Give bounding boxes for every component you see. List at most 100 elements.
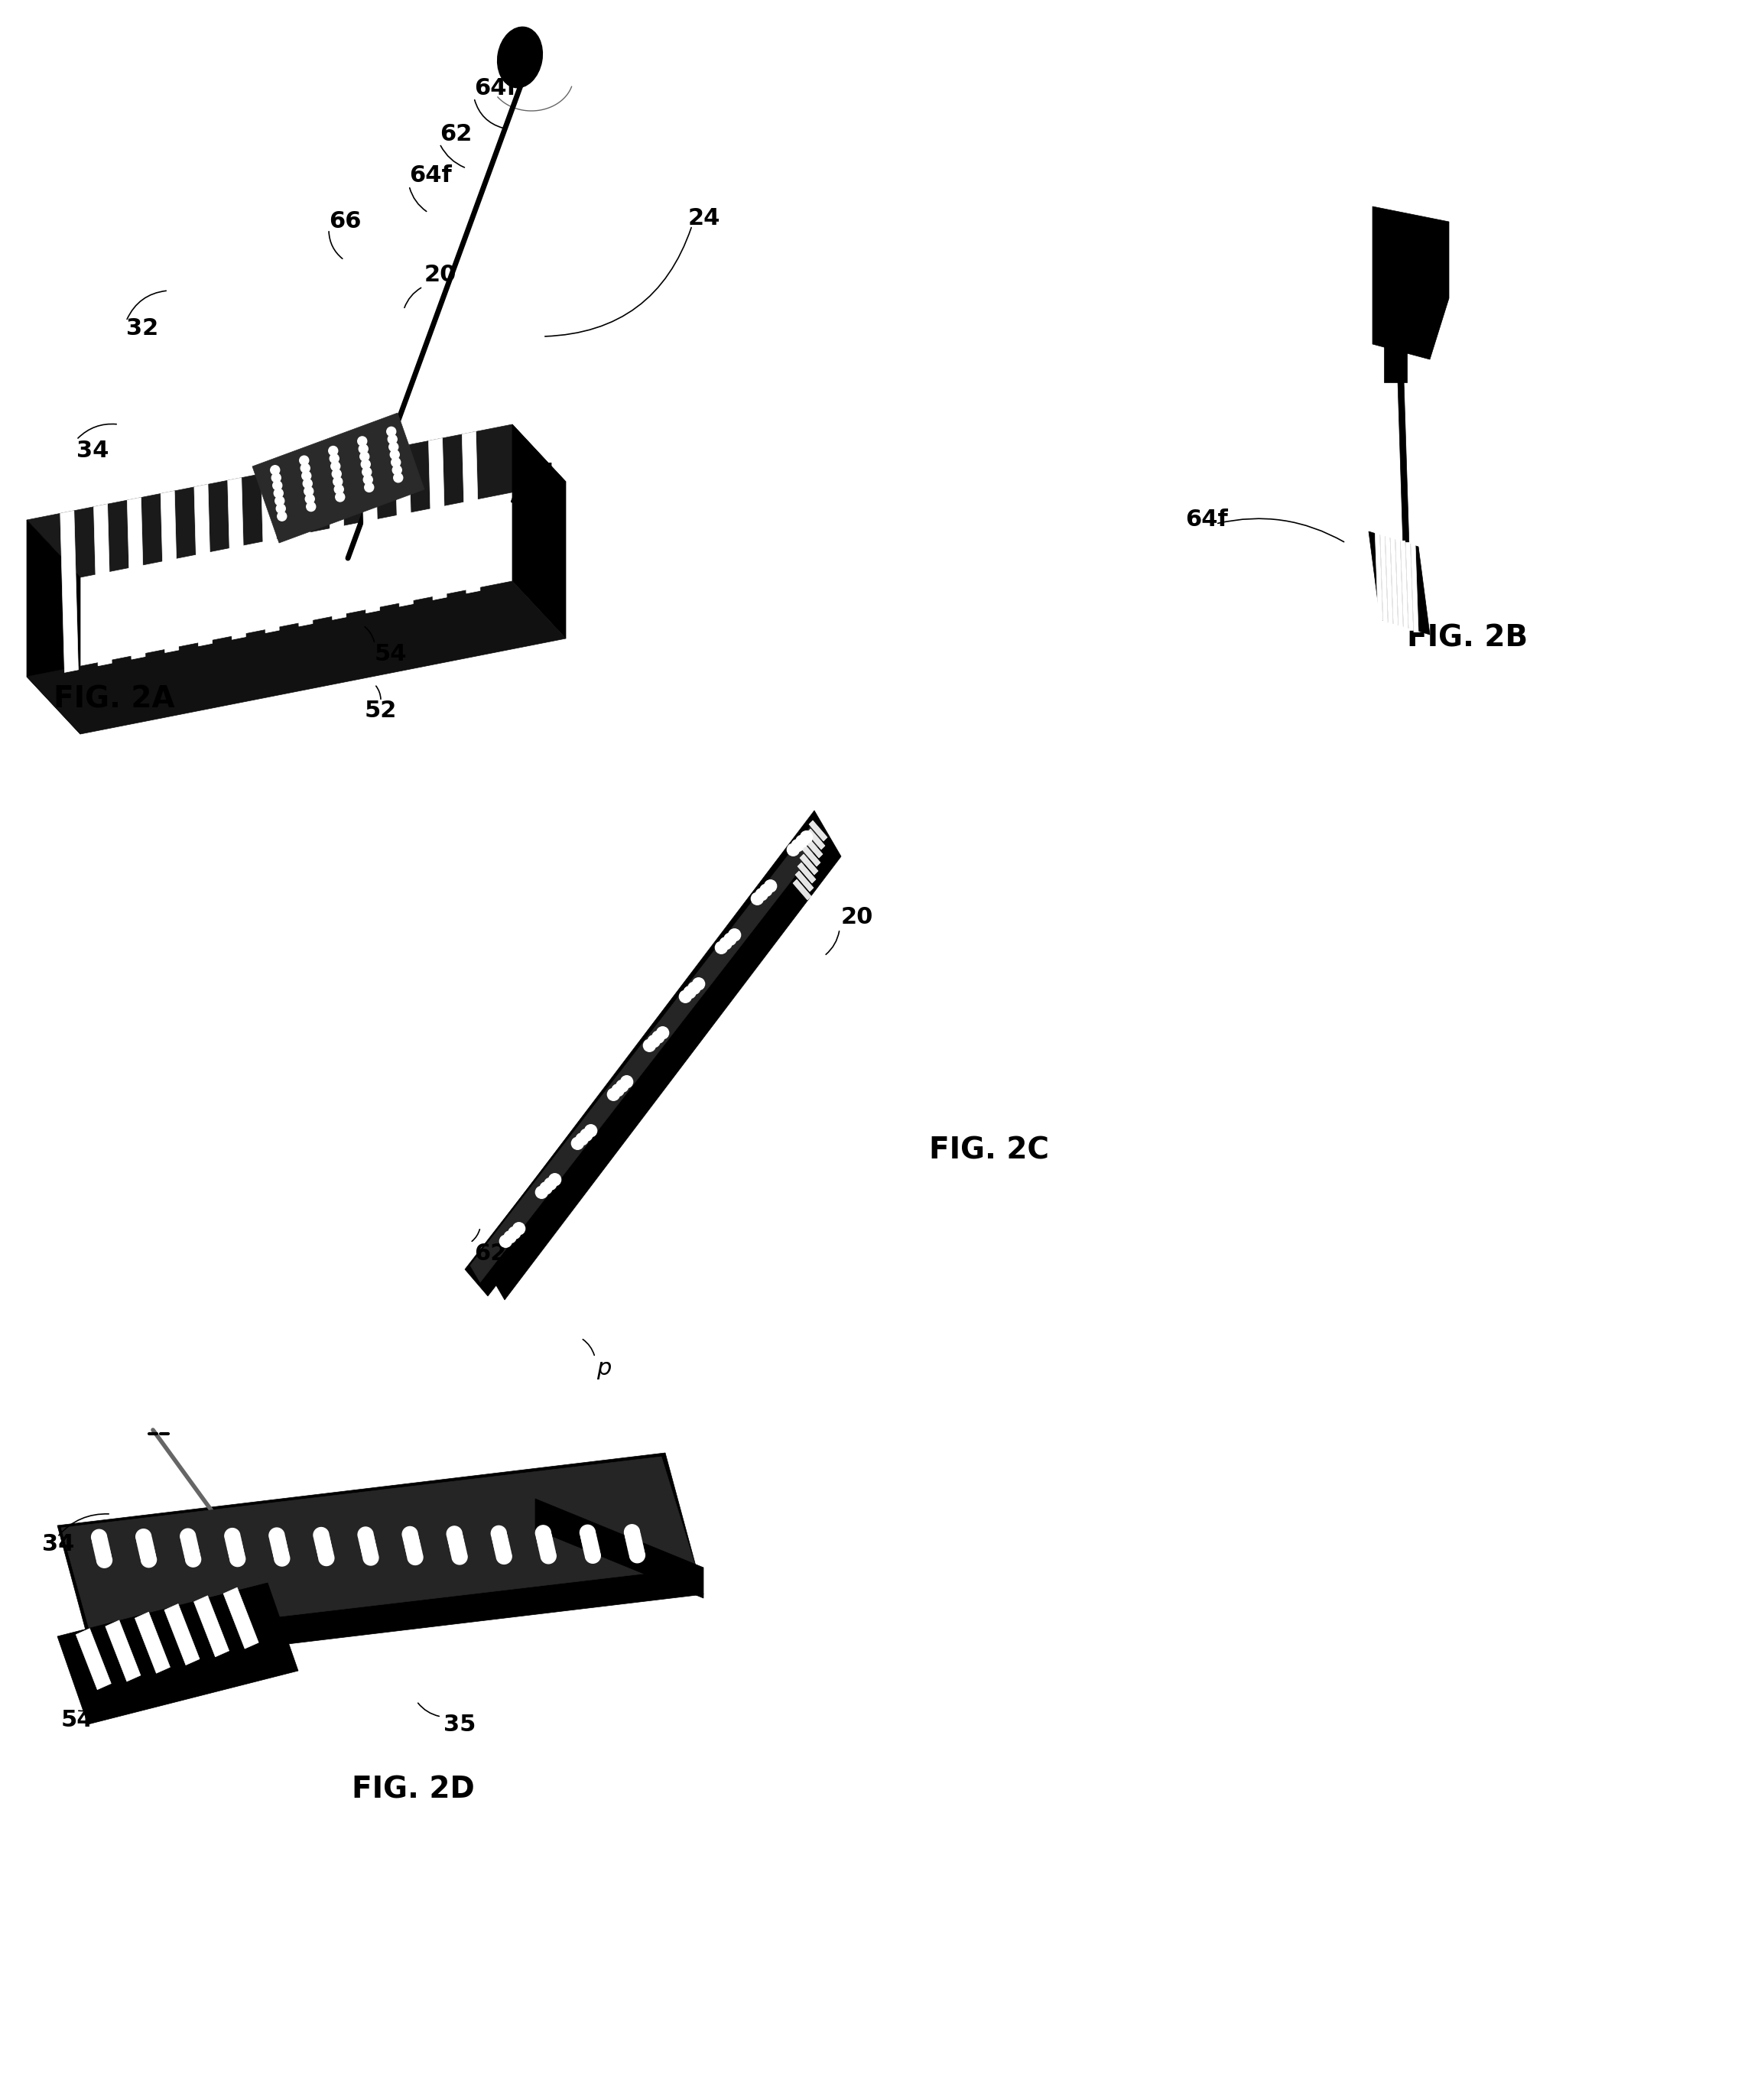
Circle shape: [362, 1546, 377, 1562]
Circle shape: [406, 1542, 422, 1558]
Circle shape: [612, 1085, 624, 1097]
Circle shape: [656, 1026, 669, 1039]
Circle shape: [362, 1542, 377, 1558]
Text: p: p: [596, 1358, 610, 1379]
Circle shape: [404, 1535, 420, 1550]
Polygon shape: [512, 423, 566, 638]
Polygon shape: [194, 1596, 229, 1656]
Circle shape: [616, 1081, 628, 1093]
Circle shape: [273, 488, 282, 499]
Circle shape: [95, 1548, 111, 1564]
Circle shape: [224, 1529, 240, 1544]
Polygon shape: [93, 505, 111, 665]
Circle shape: [494, 1537, 510, 1552]
Polygon shape: [810, 820, 827, 841]
Polygon shape: [804, 836, 822, 857]
Circle shape: [406, 1537, 420, 1554]
Circle shape: [303, 486, 314, 496]
Circle shape: [626, 1533, 642, 1548]
Circle shape: [300, 463, 310, 474]
Text: 24: 24: [688, 207, 720, 229]
Circle shape: [729, 928, 741, 941]
Circle shape: [139, 1548, 155, 1564]
Circle shape: [764, 880, 776, 893]
Polygon shape: [1379, 534, 1388, 622]
Circle shape: [580, 1529, 596, 1544]
Circle shape: [97, 1552, 111, 1569]
Circle shape: [277, 505, 286, 513]
Polygon shape: [799, 853, 818, 874]
Polygon shape: [803, 845, 820, 866]
Circle shape: [314, 1527, 328, 1544]
Ellipse shape: [497, 27, 542, 88]
Circle shape: [360, 1535, 376, 1550]
Polygon shape: [429, 438, 446, 601]
Circle shape: [318, 1546, 333, 1562]
Text: 62: 62: [439, 123, 473, 144]
Circle shape: [386, 428, 395, 436]
Polygon shape: [26, 582, 566, 734]
Polygon shape: [806, 828, 826, 849]
Circle shape: [358, 444, 369, 453]
Circle shape: [363, 476, 372, 484]
Polygon shape: [478, 811, 841, 1300]
Circle shape: [572, 1137, 584, 1149]
Circle shape: [226, 1535, 242, 1552]
Text: 52: 52: [365, 701, 397, 722]
Circle shape: [185, 1552, 201, 1567]
Polygon shape: [471, 824, 822, 1283]
Circle shape: [335, 484, 344, 494]
Polygon shape: [194, 484, 212, 647]
Circle shape: [183, 1539, 198, 1556]
Circle shape: [688, 983, 700, 995]
Circle shape: [723, 932, 736, 945]
Circle shape: [624, 1525, 640, 1539]
Circle shape: [272, 1539, 288, 1554]
Circle shape: [407, 1550, 423, 1564]
Polygon shape: [796, 872, 813, 891]
Circle shape: [492, 1529, 508, 1546]
Circle shape: [407, 1546, 422, 1560]
Circle shape: [362, 459, 370, 469]
Circle shape: [275, 496, 284, 505]
Text: 35: 35: [443, 1713, 476, 1736]
Circle shape: [318, 1544, 332, 1558]
Polygon shape: [58, 1583, 298, 1725]
Polygon shape: [261, 471, 279, 632]
Circle shape: [494, 1542, 510, 1556]
Circle shape: [549, 1174, 561, 1185]
Circle shape: [316, 1539, 332, 1554]
Circle shape: [452, 1550, 467, 1564]
Circle shape: [626, 1535, 642, 1552]
Circle shape: [273, 482, 282, 490]
Polygon shape: [1385, 321, 1408, 382]
Text: FIG. 2A: FIG. 2A: [53, 684, 175, 713]
Circle shape: [801, 830, 813, 843]
Circle shape: [513, 1222, 526, 1235]
Circle shape: [332, 461, 340, 471]
Circle shape: [229, 1552, 245, 1567]
Polygon shape: [26, 519, 81, 734]
Circle shape: [393, 474, 402, 482]
Circle shape: [584, 1124, 596, 1137]
Circle shape: [536, 1525, 550, 1542]
Polygon shape: [1372, 207, 1448, 359]
Circle shape: [540, 1542, 554, 1556]
Circle shape: [720, 937, 732, 949]
Polygon shape: [127, 496, 145, 659]
Polygon shape: [1395, 538, 1402, 628]
Circle shape: [392, 465, 402, 476]
Text: 62: 62: [475, 1243, 506, 1264]
Circle shape: [270, 1531, 286, 1548]
Circle shape: [787, 843, 799, 855]
Circle shape: [180, 1529, 196, 1544]
Polygon shape: [76, 1629, 111, 1690]
Circle shape: [360, 1539, 376, 1554]
Polygon shape: [26, 423, 566, 578]
Polygon shape: [1385, 536, 1394, 624]
Text: FIG. 2B: FIG. 2B: [1408, 624, 1528, 653]
Polygon shape: [295, 465, 312, 626]
Circle shape: [270, 465, 280, 476]
Circle shape: [307, 503, 316, 511]
Circle shape: [508, 1227, 520, 1239]
